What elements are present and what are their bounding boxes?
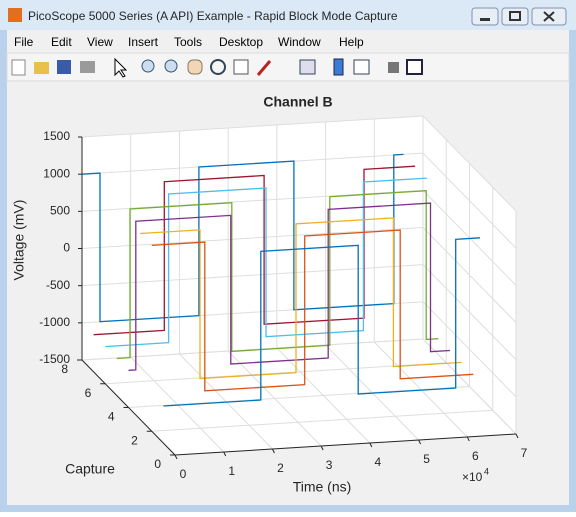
z-tick-label: -500 bbox=[46, 278, 70, 292]
z-tick-label: 1000 bbox=[43, 166, 70, 180]
x-tick bbox=[418, 439, 422, 445]
hide-tools-icon[interactable] bbox=[388, 62, 399, 73]
save-icon[interactable] bbox=[57, 60, 71, 74]
brush-icon[interactable] bbox=[256, 60, 272, 76]
legend-icon[interactable] bbox=[353, 59, 370, 75]
y-tick-label: 2 bbox=[131, 433, 138, 447]
menu-item[interactable]: File bbox=[14, 35, 34, 49]
show-tools-icon[interactable] bbox=[406, 59, 423, 75]
trace bbox=[151, 229, 474, 392]
trace bbox=[140, 217, 462, 380]
zoom-in-icon[interactable] bbox=[141, 59, 155, 73]
menu-item[interactable]: Edit bbox=[51, 35, 72, 49]
grid-line bbox=[81, 115, 424, 138]
maximize-icon bbox=[509, 11, 521, 21]
window-title: PicoScope 5000 Series (A API) Example - … bbox=[28, 9, 398, 23]
grid-line bbox=[151, 409, 493, 432]
x-tick-label: 0 bbox=[180, 467, 187, 481]
z-tick-label: 0 bbox=[63, 241, 70, 255]
trace bbox=[116, 190, 439, 360]
colorbar-icon[interactable] bbox=[333, 58, 344, 76]
grid-line bbox=[422, 264, 517, 361]
minimize-icon bbox=[480, 18, 490, 21]
x-tick bbox=[223, 451, 227, 457]
grid-line bbox=[422, 115, 517, 212]
trace bbox=[128, 202, 451, 371]
menu-bar: File Edit View Insert Tools Desktop Window Help bbox=[14, 35, 364, 49]
x-tick bbox=[271, 448, 275, 454]
y-tick-label: 0 bbox=[154, 457, 161, 471]
grid-line bbox=[422, 152, 517, 249]
grid-line bbox=[81, 264, 424, 287]
x-tick-label: 2 bbox=[277, 461, 284, 475]
axes: 0 1 2 3 4 5 6 702468-1500-1000-500050010001500C… bbox=[11, 94, 528, 495]
menu-item[interactable]: Help bbox=[339, 35, 364, 49]
rotate-icon[interactable] bbox=[210, 59, 226, 75]
z-tick-label: 500 bbox=[50, 204, 70, 218]
maximize-button[interactable] bbox=[501, 7, 529, 26]
trace bbox=[163, 237, 481, 407]
toolbar-icons bbox=[11, 57, 423, 78]
y-tick-label: 8 bbox=[61, 362, 68, 376]
y-axis-label: Capture bbox=[65, 461, 115, 477]
x-tick-label: 3 bbox=[326, 458, 333, 472]
menu-item[interactable]: Window bbox=[278, 35, 321, 49]
menu-item[interactable]: Tools bbox=[174, 35, 202, 49]
pan-icon[interactable] bbox=[187, 59, 203, 75]
open-icon[interactable] bbox=[34, 62, 49, 74]
y-tick-label: 6 bbox=[85, 386, 92, 400]
x-tick bbox=[466, 436, 470, 442]
chart-title: Channel B bbox=[263, 94, 332, 110]
toolbar bbox=[6, 52, 570, 82]
menu-item[interactable]: Desktop bbox=[219, 35, 263, 49]
z-axis-label: Voltage (mV) bbox=[11, 200, 27, 281]
axis-line bbox=[174, 433, 517, 456]
x-tick bbox=[320, 445, 324, 451]
z-tick-label: -1500 bbox=[39, 352, 70, 366]
grid-line bbox=[81, 227, 424, 249]
x-tick-label: 4 bbox=[375, 455, 382, 469]
z-tick-label: 1500 bbox=[43, 129, 70, 143]
x-tick bbox=[369, 442, 373, 448]
x-multiplier-exponent: 4 bbox=[484, 466, 489, 476]
close-icon bbox=[543, 11, 555, 22]
datacursor-icon[interactable] bbox=[233, 59, 249, 75]
print-icon[interactable] bbox=[80, 61, 95, 73]
pointer-icon[interactable] bbox=[114, 57, 128, 78]
zoom-out-icon[interactable] bbox=[164, 59, 178, 73]
x-tick-label: 5 bbox=[423, 452, 430, 466]
x-tick-label: 7 bbox=[521, 446, 528, 460]
x-axis-label: Time (ns) bbox=[293, 479, 352, 495]
x-tick-label: 6 bbox=[472, 449, 479, 463]
x-tick bbox=[515, 433, 519, 439]
grid-line bbox=[422, 338, 517, 435]
grid-line bbox=[422, 227, 517, 323]
menu-item[interactable]: View bbox=[87, 35, 113, 49]
minimize-button[interactable] bbox=[471, 7, 499, 26]
x-tick-label: 1 bbox=[228, 464, 235, 478]
link-icon[interactable] bbox=[299, 59, 316, 75]
menu-item[interactable]: Insert bbox=[128, 35, 159, 49]
y-tick-label: 4 bbox=[108, 410, 115, 424]
x-tick bbox=[174, 454, 178, 460]
grid-line bbox=[422, 301, 517, 398]
app-icon bbox=[8, 8, 22, 22]
x-multiplier: ×10 bbox=[462, 470, 483, 484]
z-tick-label: -1000 bbox=[39, 315, 70, 329]
new-icon[interactable] bbox=[11, 59, 26, 76]
